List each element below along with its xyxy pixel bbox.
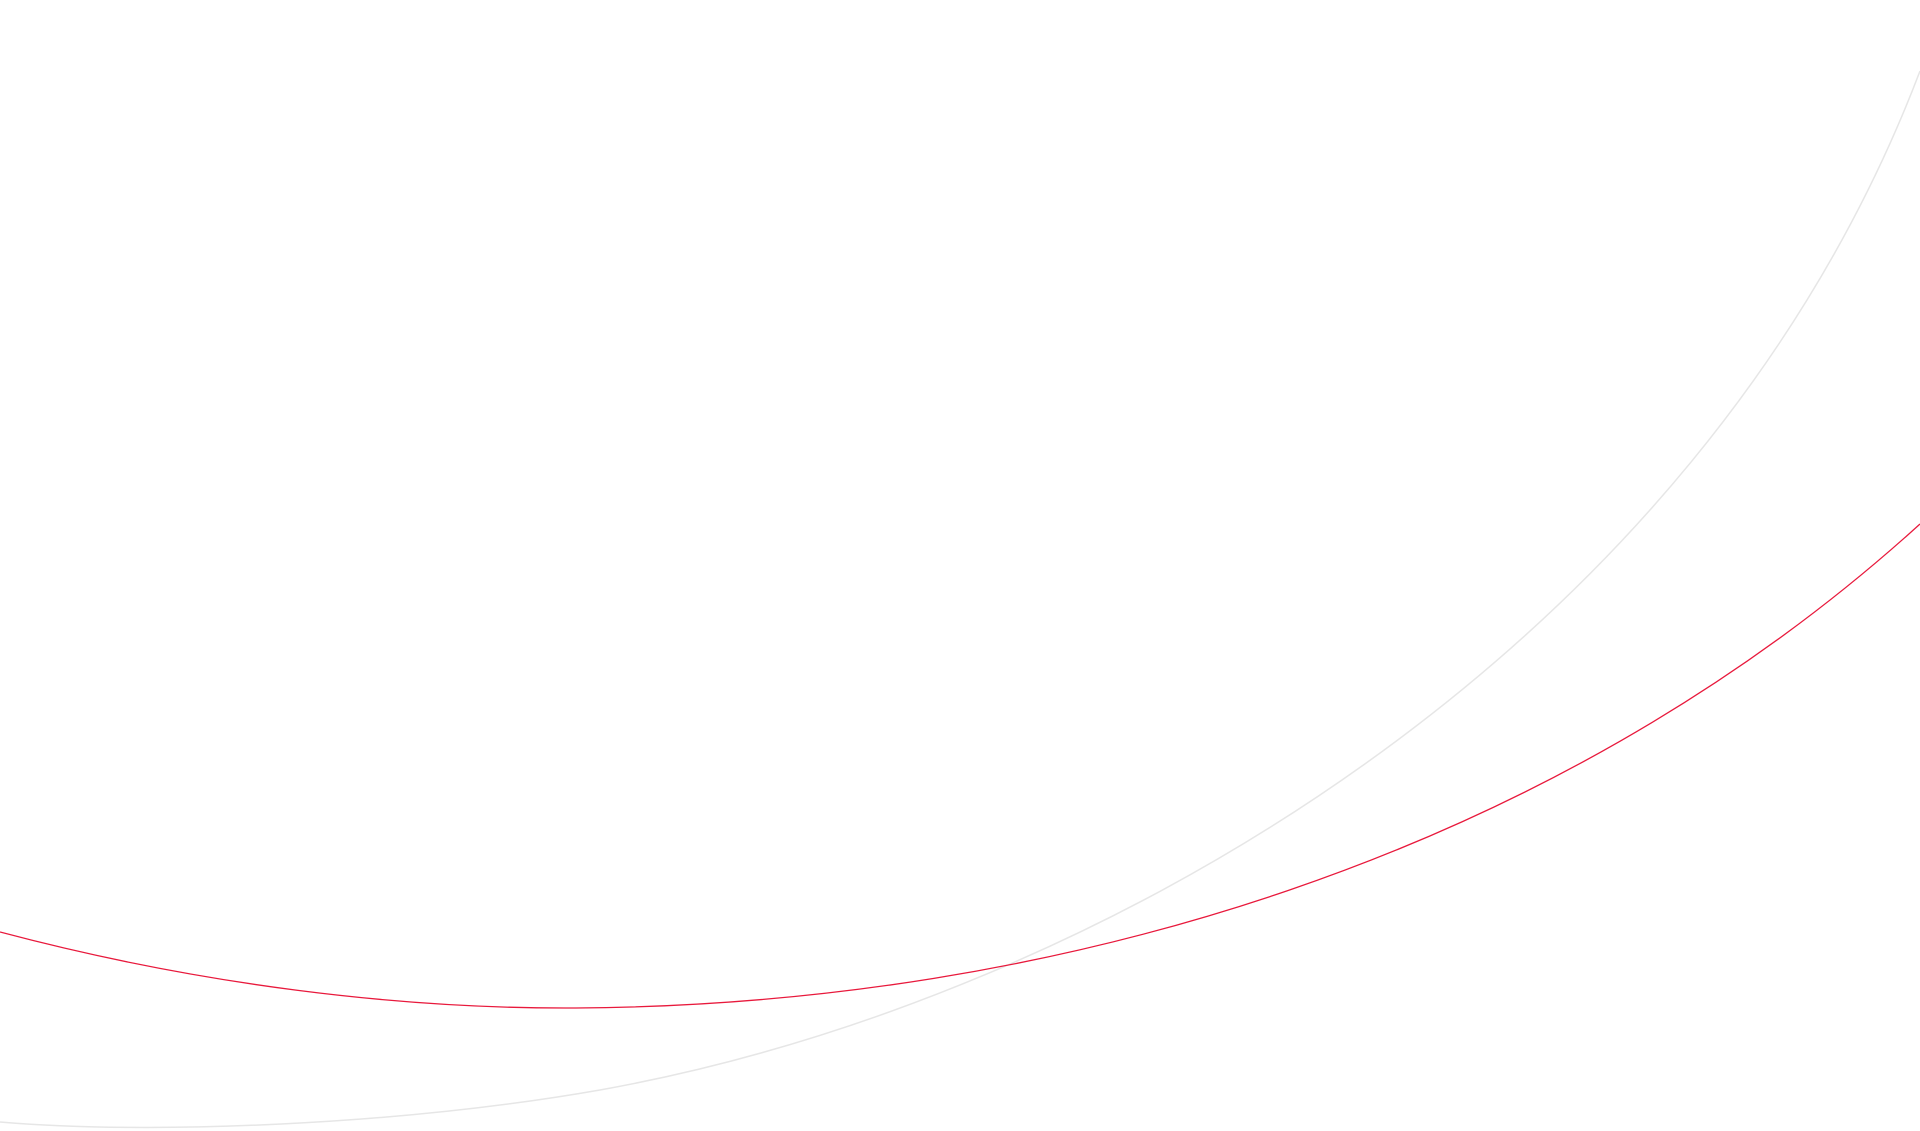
- accent-curve: [0, 523, 1920, 1009]
- grey-curve: [0, 70, 1920, 1129]
